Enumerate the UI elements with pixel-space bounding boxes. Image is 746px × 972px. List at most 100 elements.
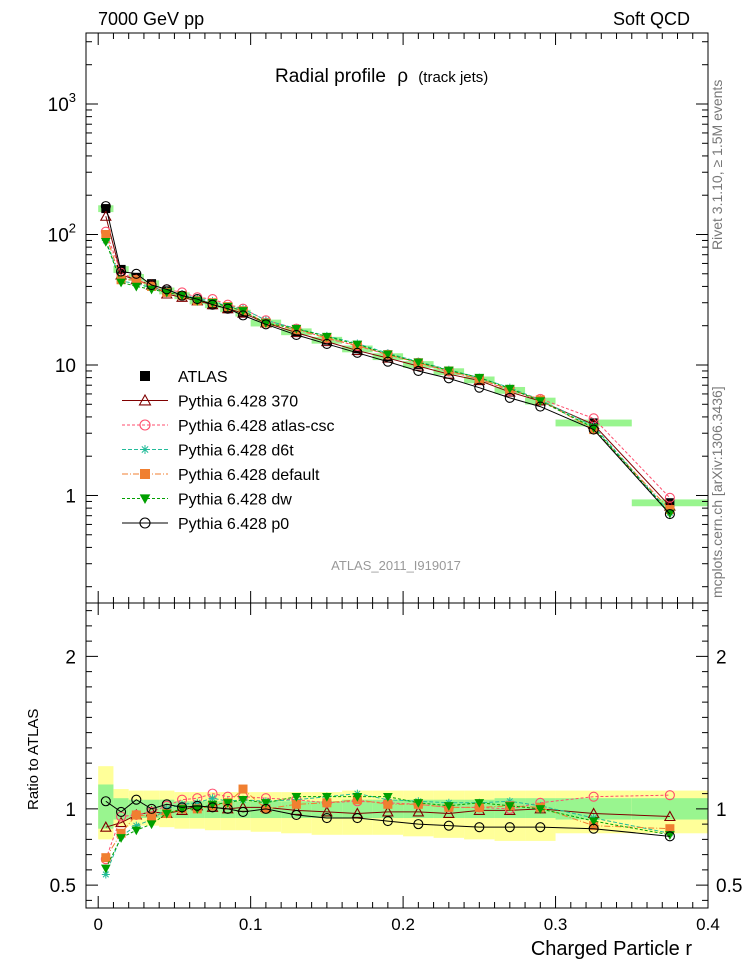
data-point bbox=[535, 397, 546, 406]
data-point bbox=[146, 820, 157, 830]
y-tick-exponent: 2 bbox=[69, 220, 76, 235]
data-point bbox=[132, 821, 141, 830]
plot-title: Radial profile ρ (track jets) bbox=[275, 66, 488, 87]
data-point bbox=[192, 800, 203, 811]
data-point bbox=[100, 864, 111, 874]
legend-marker bbox=[139, 419, 151, 431]
legend-label: Pythia 6.428 dw bbox=[178, 492, 292, 509]
data-point bbox=[352, 347, 363, 358]
data-point bbox=[161, 284, 172, 295]
data-point bbox=[474, 373, 485, 383]
data-point bbox=[474, 382, 485, 393]
series bbox=[100, 792, 675, 874]
legend-label: Pythia 6.428 default bbox=[178, 467, 320, 484]
data-point bbox=[320, 805, 333, 817]
data-point bbox=[588, 791, 599, 802]
data-point bbox=[291, 792, 302, 802]
data-point bbox=[322, 332, 332, 342]
series-line bbox=[105, 216, 671, 507]
legend-marker bbox=[139, 517, 151, 529]
legend-marker bbox=[140, 371, 150, 381]
series-line bbox=[105, 799, 670, 837]
data-point bbox=[116, 806, 127, 817]
data-point bbox=[291, 329, 302, 340]
series-line bbox=[105, 793, 670, 875]
x-tick-label: 0.3 bbox=[544, 915, 568, 934]
y-tick-label: 10 bbox=[55, 356, 76, 377]
data-point bbox=[116, 834, 126, 843]
plot-title-symbol: ρ bbox=[397, 66, 408, 87]
header-right: Soft QCD bbox=[613, 9, 690, 29]
legend: ATLAS Pythia 6.428 370 Pythia 6.428 atlas-… bbox=[122, 369, 335, 533]
ratio-panel-series bbox=[99, 784, 676, 879]
x-tick-label: 0.4 bbox=[696, 915, 720, 934]
legend-label: ATLAS bbox=[178, 369, 228, 386]
y-tick-label: 0.5 bbox=[50, 876, 76, 897]
legend-marker bbox=[139, 494, 151, 505]
data-point bbox=[664, 831, 675, 842]
rivet-label: Rivet 3.1.10, ≥ 1.5M events bbox=[709, 80, 725, 250]
data-point bbox=[352, 812, 363, 824]
data-point bbox=[115, 816, 127, 828]
data-point bbox=[504, 392, 515, 403]
data-point bbox=[443, 366, 454, 376]
x-tick-label: 0 bbox=[93, 915, 102, 934]
data-point bbox=[663, 810, 676, 822]
data-point bbox=[208, 794, 217, 803]
data-point bbox=[261, 799, 271, 808]
y-tick-label: 102 bbox=[48, 220, 76, 246]
data-point bbox=[535, 401, 546, 412]
data-point bbox=[238, 796, 248, 805]
data-point bbox=[222, 303, 233, 314]
data-point bbox=[178, 800, 187, 809]
x-axis-title: Charged Particle r bbox=[531, 938, 693, 960]
legend-label: Pythia 6.428 370 bbox=[178, 394, 298, 411]
data-point bbox=[116, 278, 126, 288]
y-tick-label-right: 2 bbox=[716, 647, 727, 668]
data-point bbox=[237, 806, 249, 817]
series-line bbox=[105, 788, 670, 858]
series-line bbox=[105, 205, 671, 515]
data-point bbox=[222, 799, 233, 808]
ratio-panel-frame bbox=[85, 602, 709, 909]
data-point bbox=[382, 816, 393, 827]
legend-label: Pythia 6.428 p0 bbox=[178, 516, 289, 533]
y-tick-label: 1 bbox=[65, 800, 76, 821]
data-point bbox=[443, 820, 454, 831]
series-line bbox=[105, 240, 671, 513]
data-point bbox=[131, 810, 141, 820]
ratio-panel-ticks: 0 0.1 0.2 0.3 0.4 0.5 0.5 1 1 2 2 bbox=[50, 603, 742, 934]
data-point bbox=[116, 266, 127, 277]
data-point bbox=[474, 822, 485, 833]
data-point bbox=[413, 365, 424, 377]
data-point bbox=[664, 790, 675, 801]
data-point bbox=[588, 424, 599, 435]
legend-marker bbox=[138, 393, 152, 406]
data-point bbox=[413, 358, 424, 368]
legend-label: Pythia 6.428 atlas-csc bbox=[178, 418, 335, 435]
data-point bbox=[161, 799, 172, 810]
data-point bbox=[535, 805, 546, 814]
data-point bbox=[504, 802, 515, 811]
data-point bbox=[101, 870, 110, 879]
series bbox=[100, 201, 675, 520]
data-point bbox=[412, 805, 425, 817]
band-inner bbox=[372, 799, 404, 819]
data-point bbox=[207, 299, 218, 310]
data-point bbox=[101, 853, 111, 863]
data-point bbox=[291, 809, 302, 821]
data-point bbox=[207, 802, 218, 813]
x-tick-label: 0.1 bbox=[239, 915, 263, 934]
data-point bbox=[131, 268, 142, 279]
legend-marker bbox=[140, 445, 150, 454]
data-point bbox=[99, 821, 112, 832]
data-point bbox=[260, 803, 271, 814]
data-point bbox=[237, 801, 249, 812]
x-tick-label: 0.2 bbox=[391, 915, 415, 934]
data-point bbox=[222, 803, 233, 814]
data-point bbox=[443, 802, 454, 811]
data-point bbox=[352, 792, 363, 802]
y-tick-label: 1 bbox=[65, 486, 76, 507]
data-point bbox=[101, 229, 111, 239]
